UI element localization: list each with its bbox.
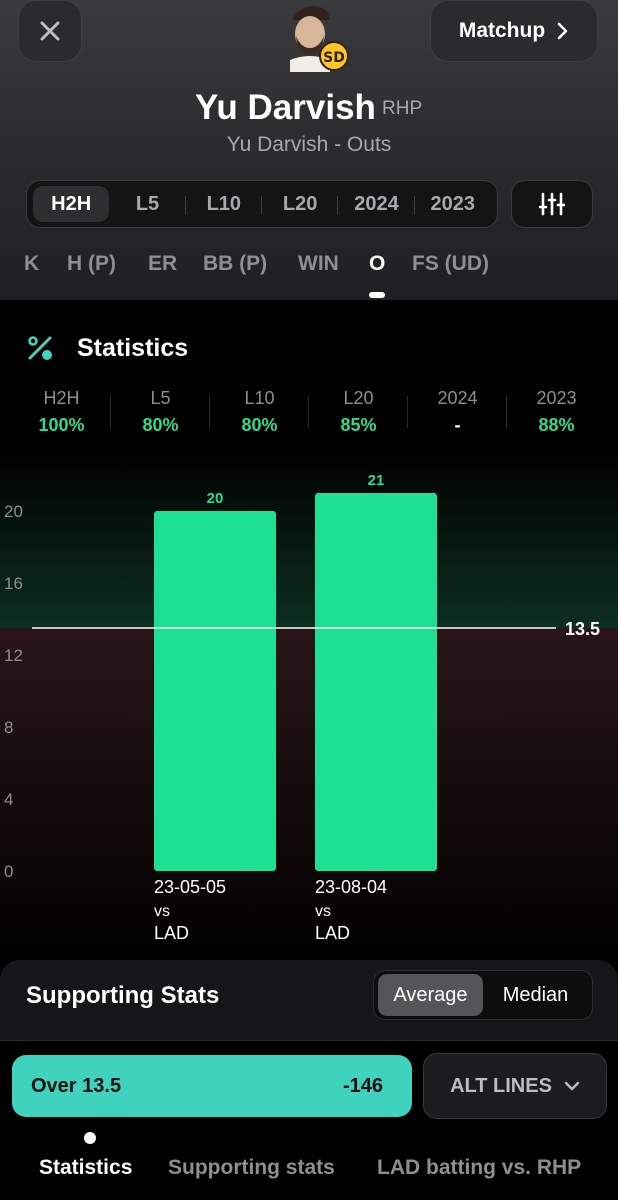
hit-rate-2023: 2023 88% [536, 388, 577, 435]
bar-value-label: 21 [368, 472, 385, 489]
tab-2023[interactable]: 2023 [430, 192, 476, 215]
tab-bb-pitcher[interactable]: BB (P) [203, 252, 268, 275]
tab-l20[interactable]: L20 [262, 186, 339, 222]
bar-value-label: 20 [207, 490, 224, 507]
tab-fs-ud[interactable]: FS (UD) [412, 252, 489, 275]
y-tick-label: 4 [4, 790, 13, 809]
tab-k[interactable]: K [24, 252, 40, 275]
hit-rate-l10: L10 80% [210, 388, 309, 444]
median-option[interactable]: Median [502, 983, 569, 1006]
percent-icon [28, 336, 52, 360]
tab-h2h[interactable]: H2H [33, 186, 110, 222]
tab-l10[interactable]: L10 [186, 186, 262, 222]
svg-text:SD: SD [323, 50, 345, 66]
bottom-nav: Statistics Supporting stats LAD batting … [0, 1132, 618, 1200]
nav-statistics[interactable]: Statistics [39, 1156, 133, 1179]
tab-hits-pitcher[interactable]: H (P) [67, 252, 116, 275]
close-button[interactable] [18, 0, 82, 62]
avatar: SD [286, 0, 349, 72]
active-nav-indicator [84, 1132, 96, 1144]
alt-lines-button[interactable]: ALT LINES [423, 1053, 607, 1119]
x-category-label: LAD [315, 923, 350, 943]
y-tick-label: 20 [4, 502, 23, 521]
matchup-button[interactable]: Matchup [430, 0, 598, 62]
average-option[interactable]: Average [378, 974, 483, 1016]
hit-rate-h2h: H2H 100% [12, 388, 111, 444]
supporting-stats-header: Supporting Stats Average Median [0, 960, 618, 1050]
statistics-title: Statistics [77, 334, 189, 362]
x-category-label: 23-05-05 [154, 877, 226, 897]
y-tick-label: 16 [4, 574, 23, 593]
y-tick-label: 8 [4, 718, 13, 737]
player-name: Yu Darvish [195, 88, 376, 127]
y-tick-label: 0 [4, 862, 13, 881]
alt-lines-label: ALT LINES [450, 1074, 552, 1097]
header: SD Matchup Yu Darvish RHP Yu Darvish - O… [0, 0, 618, 300]
x-category-label: LAD [154, 923, 189, 943]
tab-l5[interactable]: L5 [109, 186, 186, 222]
hit-rate-row: H2H 100% L5 80% L10 80% L20 85% 2024 - 2… [12, 388, 606, 444]
close-icon [40, 21, 60, 41]
chevron-right-icon [557, 22, 568, 40]
chevron-down-icon [564, 1081, 580, 1091]
average-median-toggle: Average Median [373, 970, 593, 1020]
line-threshold-label: 13.5 [565, 619, 600, 639]
bar [315, 493, 437, 871]
nav-supporting-stats[interactable]: Supporting stats [168, 1156, 335, 1179]
statistics-section: Statistics H2H 100% L5 80% L10 80% L20 8… [0, 300, 618, 452]
tab-outs[interactable]: O [369, 252, 386, 275]
stat-type-tabs: K H (P) ER BB (P) WIN O FS (UD) [0, 248, 618, 300]
outs-bar-chart: 0 4 8 12 16 20 20 21 13.5 23-05-05 vs LAD 23-08-0… [0, 452, 618, 960]
team-logo-icon [319, 41, 349, 71]
supporting-stats-title: Supporting Stats [26, 982, 220, 1009]
x-category-label: vs [154, 903, 170, 920]
hit-rate-l5: L5 80% [111, 388, 210, 444]
odds-value: -146 [342, 1075, 383, 1097]
range-tabs: H2H L5 L10 L20 2024 2023 [26, 180, 498, 228]
active-tab-indicator [369, 292, 385, 298]
y-tick-label: 12 [4, 646, 23, 665]
over-line-label: Over 13.5 [31, 1075, 122, 1097]
x-category-label: vs [315, 903, 331, 920]
x-category-label: 23-08-04 [315, 877, 387, 897]
tab-er[interactable]: ER [148, 252, 178, 275]
nav-opponent-batting[interactable]: LAD batting vs. RHP [377, 1156, 582, 1179]
tab-win[interactable]: WIN [298, 252, 339, 275]
hit-rate-2024: 2024 - [408, 388, 507, 444]
player-position: RHP [382, 98, 423, 119]
bet-bar: Over 13.5 -146 ALT LINES [0, 1040, 618, 1132]
matchup-label: Matchup [458, 19, 546, 42]
filter-button[interactable] [511, 180, 593, 228]
over-bet-button[interactable]: Over 13.5 -146 [12, 1055, 412, 1117]
bar [154, 511, 276, 871]
market-subtitle: Yu Darvish - Outs [226, 133, 392, 156]
sliders-icon [539, 192, 565, 216]
hit-rate-l20: L20 85% [309, 388, 408, 444]
tab-2024[interactable]: 2024 [338, 186, 415, 222]
